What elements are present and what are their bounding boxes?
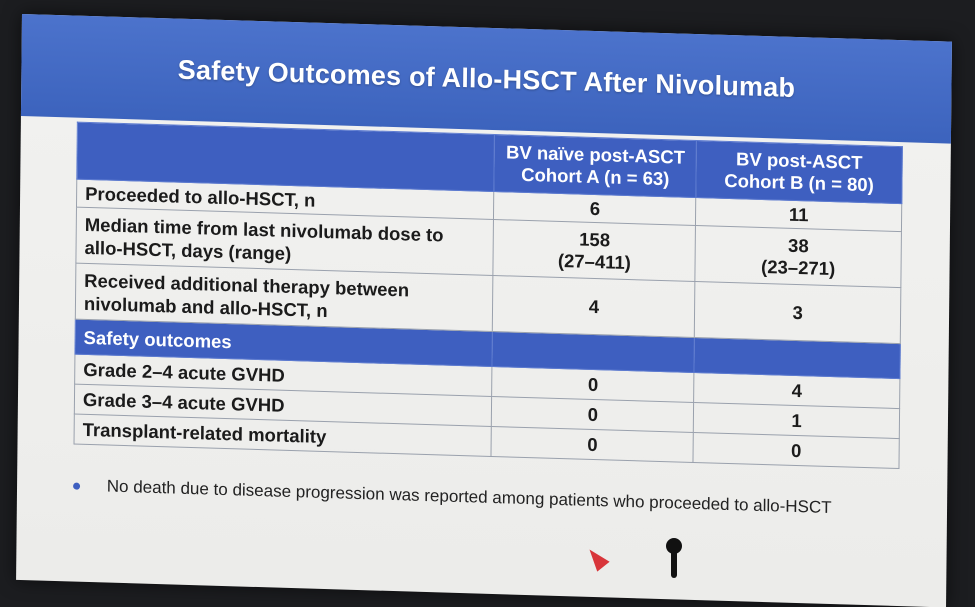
cell-median-time-a: 158 (27–411) (493, 219, 696, 282)
header-cohort-a: BV naïve post-ASCT Cohort A (n = 63) (494, 134, 697, 198)
projection-screen: Safety Outcomes of Allo-HSCT After Nivol… (16, 14, 952, 607)
microphone-icon (666, 538, 682, 578)
microphone-stem (671, 550, 677, 578)
cell-additional-therapy-a: 4 (492, 275, 696, 338)
cell-trm-b: 0 (693, 432, 900, 469)
bullet-text: No death due to disease progression was … (106, 476, 832, 518)
laser-pointer-icon (583, 544, 610, 572)
section-empty-a (492, 331, 695, 373)
safety-table: BV naïve post-ASCT Cohort A (n = 63) BV … (74, 122, 903, 469)
cell-additional-therapy-b: 3 (694, 281, 901, 344)
bullet-icon (73, 482, 81, 490)
cell-median-time-b: 38 (23–271) (695, 225, 902, 288)
cell-trm-a: 0 (491, 426, 694, 463)
microphone-head (666, 538, 682, 554)
footnote-bullet: No death due to disease progression was … (73, 476, 933, 522)
header-cohort-b: BV post-ASCT Cohort B (n = 80) (695, 140, 903, 204)
